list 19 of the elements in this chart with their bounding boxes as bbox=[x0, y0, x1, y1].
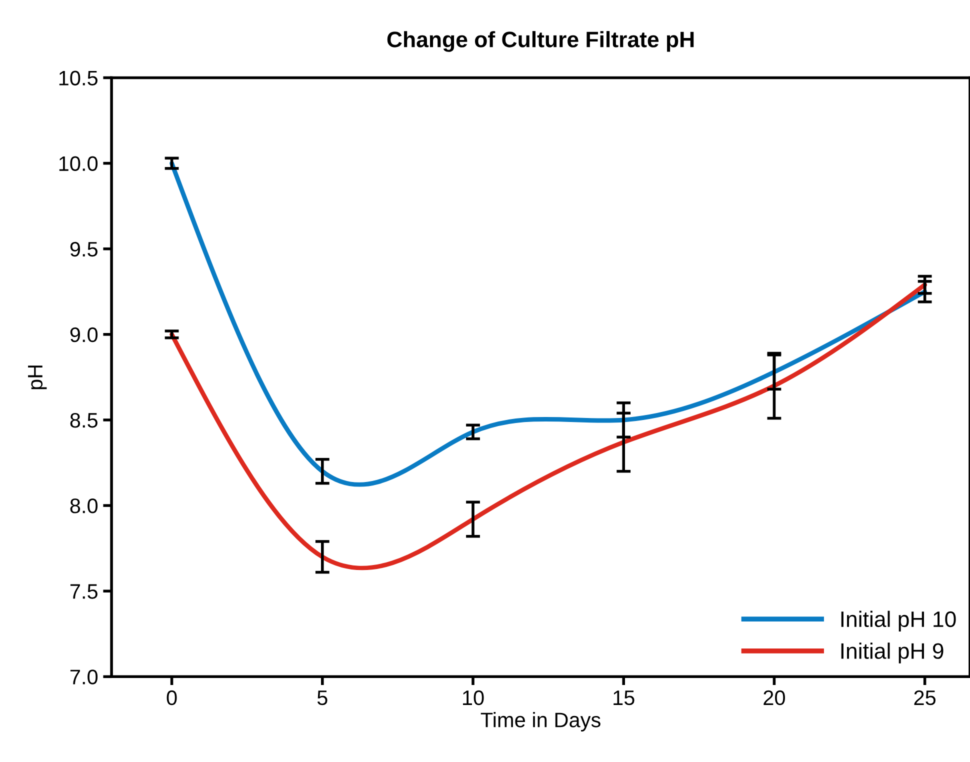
chart-title: Change of Culture Filtrate pH bbox=[387, 31, 694, 52]
y-tick-label: 8.5 bbox=[70, 412, 98, 428]
x-tick-label: 20 bbox=[764, 690, 785, 706]
x-tick-label: 5 bbox=[317, 690, 328, 706]
y-axis-title: pH bbox=[28, 366, 47, 390]
legend-label: Initial pH 9 bbox=[841, 642, 944, 664]
y-tick-label: 10.5 bbox=[59, 70, 98, 86]
y-tick-label: 9.5 bbox=[70, 242, 98, 257]
legend-label: Initial pH 10 bbox=[841, 610, 956, 632]
y-tick-label: 7.0 bbox=[70, 670, 98, 684]
x-tick-label: 10 bbox=[463, 690, 484, 706]
y-tick-label: 9.0 bbox=[70, 327, 98, 342]
y-tick-label: 8.0 bbox=[70, 498, 98, 514]
x-tick-label: 0 bbox=[166, 690, 177, 706]
x-axis-title: Time in Days bbox=[480, 712, 600, 732]
y-tick-label: 7.5 bbox=[70, 584, 98, 599]
y-tick-label: 10.0 bbox=[59, 156, 98, 172]
x-tick-label: 15 bbox=[614, 690, 634, 706]
x-tick-label: 25 bbox=[914, 690, 936, 706]
